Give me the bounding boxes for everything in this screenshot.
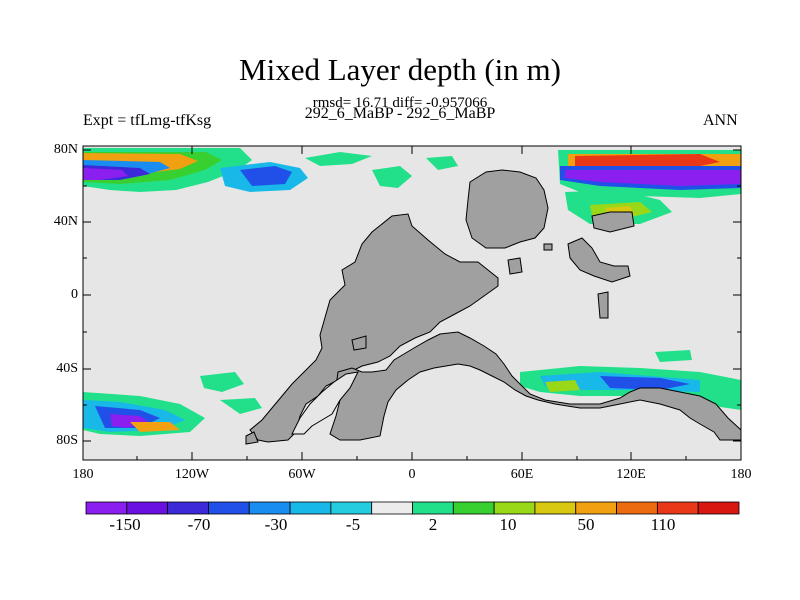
lon-label: 120W (174, 467, 210, 482)
colorbar-swatch (493, 501, 536, 515)
lon-label: 180 (730, 467, 752, 482)
colorbar-label: -150 (109, 515, 141, 534)
colorbar-label: 10 (499, 515, 517, 534)
colorbar-label: -30 (264, 515, 288, 534)
colorbar-swatch (167, 501, 209, 515)
lon-label: 60E (510, 467, 534, 482)
lat-label: 0 (71, 287, 78, 302)
lon-label: 0 (408, 467, 416, 482)
colorbar-swatch (452, 501, 495, 515)
runs-subtitle: 292_6_MaBP - 292_6_MaBP (304, 105, 496, 122)
anomaly-contours (83, 148, 741, 436)
colorbar-swatch (371, 501, 413, 515)
lon-label: 180 (72, 467, 94, 482)
map-title: Mixed Layer depth (in m) (239, 52, 561, 87)
colorbar-swatch (208, 501, 250, 515)
colorbar-swatch (575, 501, 617, 515)
lat-label: 40N (53, 214, 78, 229)
colorbar-label: 110 (650, 515, 676, 534)
colorbar-swatch (126, 501, 169, 515)
lon-label: 60W (288, 467, 316, 482)
colorbar-swatch (697, 501, 740, 515)
map-ticks (83, 146, 741, 460)
land-north (465, 169, 549, 249)
colorbar-swatch (85, 501, 128, 515)
colorbar (85, 501, 740, 515)
colorbar-label: -70 (187, 515, 211, 534)
land-west (249, 213, 499, 443)
lon-label: 120E (616, 467, 646, 482)
stats-subtitle: rmsd= 16.71 diff= -0.957066 (312, 95, 488, 111)
colorbar-label: 50 (577, 515, 595, 534)
colorbar-label: 2 (428, 515, 438, 534)
experiment-label: Expt = tfLmg-tfKsg (83, 112, 212, 129)
lat-label: 40S (56, 361, 78, 376)
land-masses (245, 169, 742, 445)
colorbar-swatch (656, 501, 699, 515)
colorbar-swatch (616, 501, 658, 515)
lat-label: 80N (53, 142, 78, 157)
colorbar-swatch (248, 501, 291, 515)
colorbar-swatch (534, 501, 577, 515)
lat-label: 80S (56, 433, 78, 448)
land-east (329, 331, 742, 441)
colorbar-label: -5 (345, 515, 361, 534)
season-label: ANN (703, 112, 738, 129)
colorbar-swatch (412, 501, 454, 515)
colorbar-swatch (289, 501, 332, 515)
colorbar-swatch (330, 501, 373, 515)
